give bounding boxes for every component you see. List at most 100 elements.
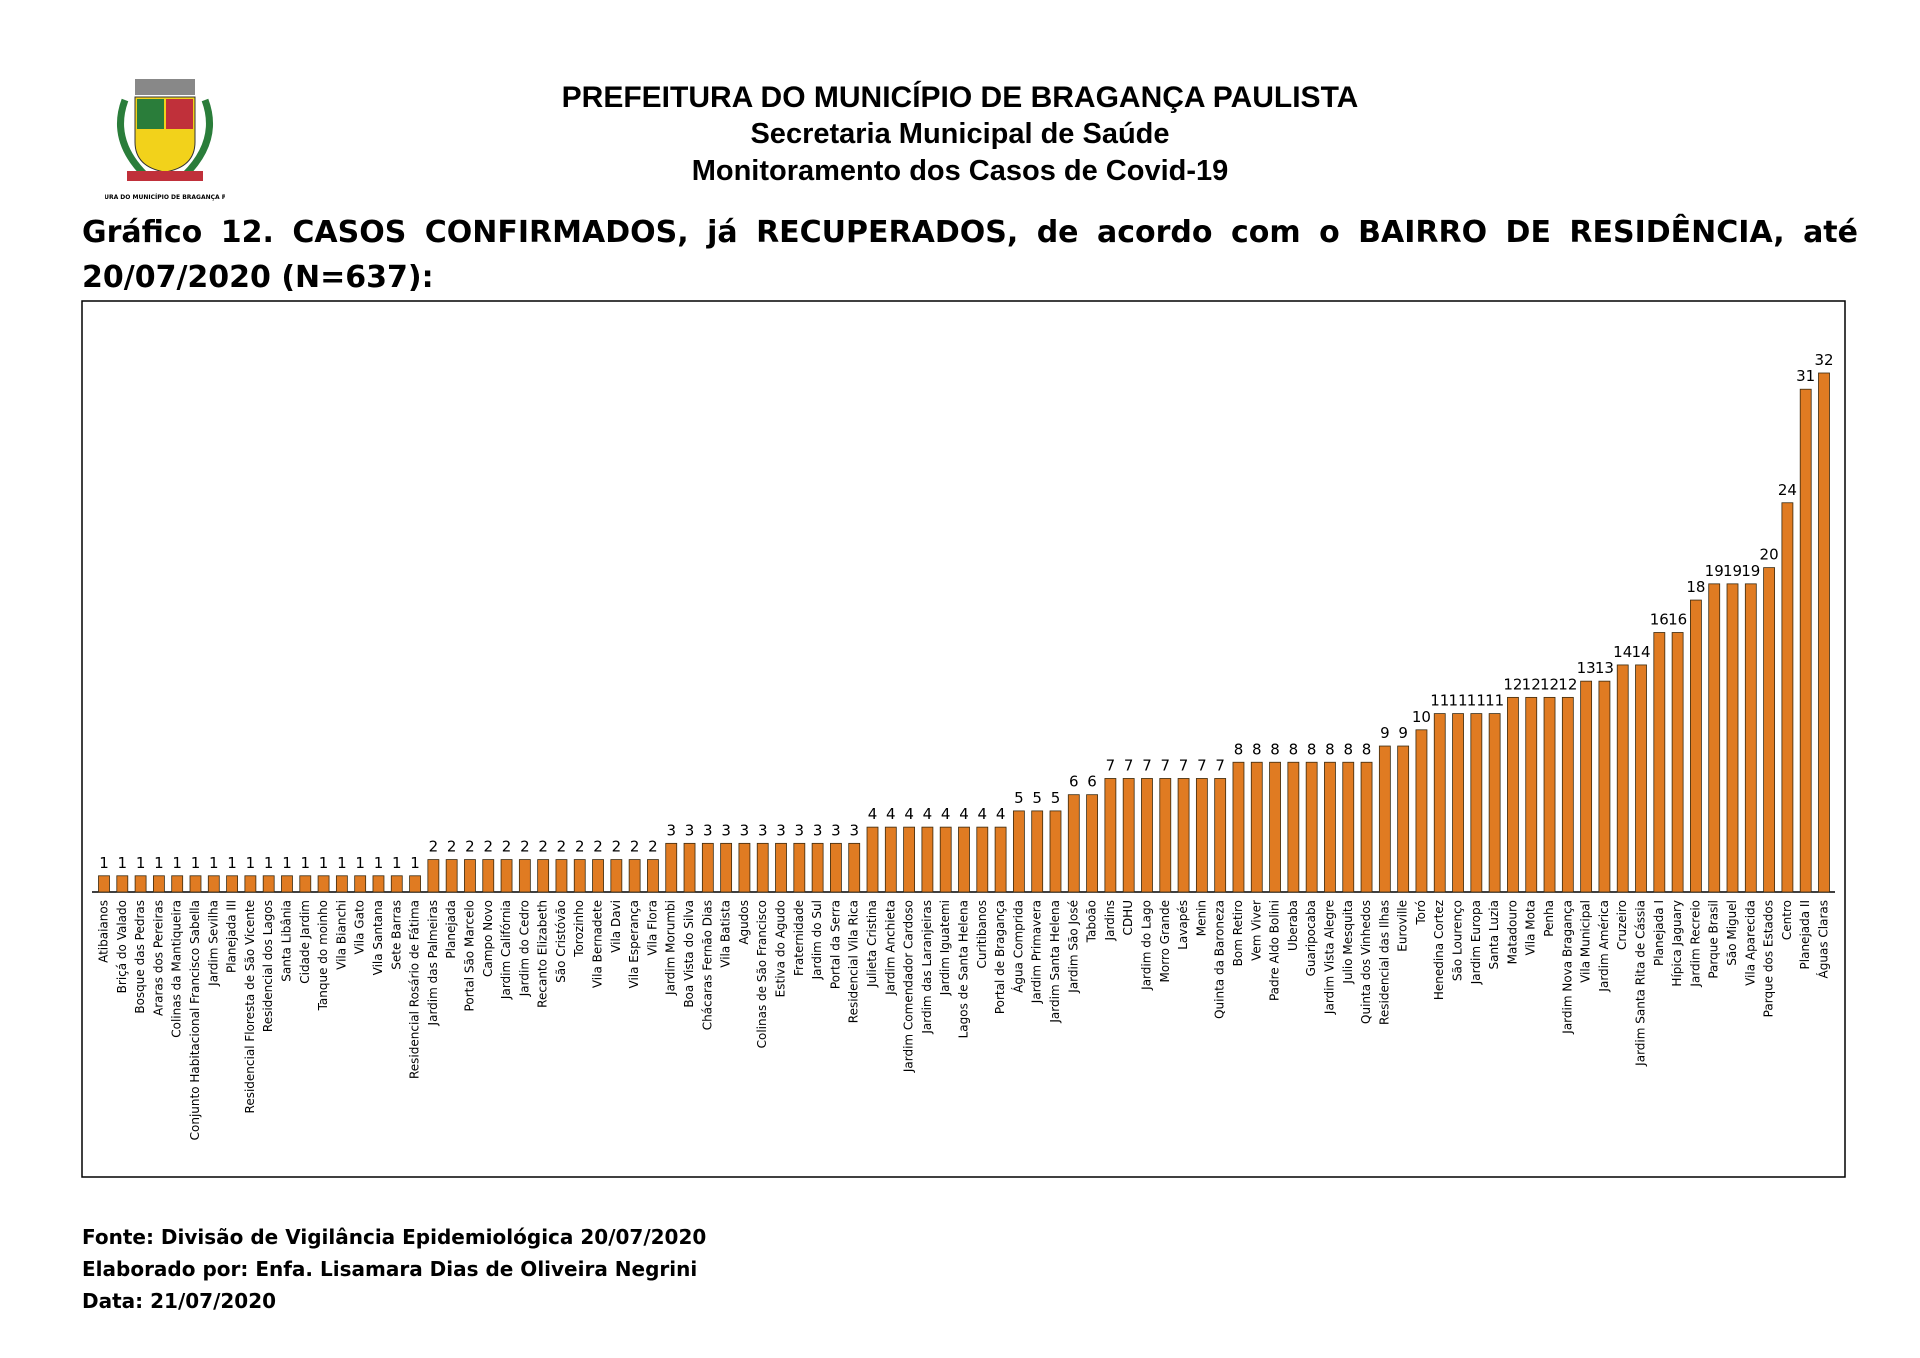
- bar: [1159, 778, 1172, 893]
- value-label: 2: [520, 838, 530, 856]
- value-label: 9: [1398, 724, 1408, 742]
- bar: [537, 859, 550, 893]
- footer-line: Fonte: Divisão de Vigilância Epidemiológ…: [82, 1225, 707, 1249]
- x-tick-label: Boa Vista do Silva: [682, 900, 696, 1008]
- bar: [1287, 761, 1300, 893]
- value-label: 1: [337, 854, 347, 872]
- x-tick-label: Cidade Jardim: [298, 900, 312, 984]
- value-label: 8: [1270, 740, 1280, 758]
- x-tick-label: Vila Bernadete: [591, 900, 605, 988]
- bar: [756, 842, 769, 893]
- bar: [866, 826, 879, 893]
- bar: [1415, 729, 1428, 893]
- value-label: 3: [831, 821, 841, 839]
- value-label: 16: [1668, 611, 1687, 629]
- value-label: 20: [1760, 546, 1779, 564]
- value-label: 1: [264, 854, 274, 872]
- value-label: 2: [575, 838, 585, 856]
- x-tick-label: Taboão: [1085, 900, 1099, 943]
- value-label: 1: [410, 854, 420, 872]
- bar: [207, 875, 220, 893]
- x-tick-label: Recanto Elizabeth: [536, 900, 550, 1008]
- x-tick-label: Santa Luzia: [1487, 900, 1501, 970]
- x-tick-label: Conjunto Habitacional Francisco Sabella: [188, 900, 202, 1140]
- bar: [1378, 745, 1391, 893]
- x-tick-label: Portal da Serra: [828, 900, 842, 989]
- header-line: Monitoramento dos Casos de Covid-19: [691, 155, 1229, 187]
- bar: [647, 859, 659, 893]
- value-label: 8: [1234, 740, 1244, 758]
- x-tick-label: Tanque do moinho: [316, 900, 330, 1011]
- value-label: 1: [392, 854, 402, 872]
- x-tick-label: Vila Davi: [609, 900, 623, 953]
- x-tick-label: Águas Claras: [1816, 900, 1831, 978]
- x-tick-label: Parque dos Estados: [1762, 900, 1776, 1017]
- value-label: 3: [721, 821, 731, 839]
- logo-caption: PREFEITURA DO MUNICÍPIO DE BRAGANÇA PAUL…: [105, 193, 225, 201]
- bar: [1598, 680, 1611, 893]
- value-label: 19: [1723, 562, 1742, 580]
- bar: [1690, 599, 1702, 893]
- value-label: 3: [758, 821, 768, 839]
- value-label: 7: [1179, 756, 1189, 774]
- bar: [884, 826, 897, 893]
- value-label: 3: [849, 821, 859, 839]
- bar: [1122, 778, 1135, 893]
- value-label: 7: [1215, 756, 1225, 774]
- value-label: 3: [740, 821, 750, 839]
- value-label: 2: [429, 838, 439, 856]
- x-tick-label: Toró: [1414, 900, 1428, 926]
- bar: [610, 859, 623, 893]
- bar: [1708, 583, 1721, 893]
- bar: [262, 875, 275, 893]
- value-label: 7: [1106, 756, 1116, 774]
- bar: [390, 875, 403, 893]
- value-label: 5: [1032, 789, 1042, 807]
- bar: [1031, 810, 1044, 893]
- bar: [1324, 761, 1336, 893]
- bar: [464, 859, 476, 893]
- value-label: 12: [1558, 675, 1577, 693]
- bar: [152, 875, 165, 893]
- value-label: 12: [1540, 675, 1559, 693]
- value-label: 7: [1197, 756, 1207, 774]
- x-tick-label: CDHU: [1121, 900, 1135, 935]
- value-label: 11: [1430, 692, 1449, 710]
- value-label: 8: [1343, 740, 1353, 758]
- bar: [1232, 761, 1245, 893]
- bar: [1214, 778, 1227, 893]
- header-line: Secretaria Municipal de Saúde: [750, 118, 1170, 150]
- value-label: 18: [1686, 578, 1705, 596]
- bar: [1397, 745, 1410, 893]
- bar: [1525, 696, 1538, 893]
- x-tick-label: Jardim Nova Bragança: [1560, 900, 1574, 1035]
- bar: [903, 826, 916, 893]
- bar: [500, 859, 513, 893]
- x-tick-label: Estiva do Agudo: [774, 900, 788, 997]
- bar: [811, 842, 824, 893]
- bar: [1177, 778, 1190, 893]
- x-tick-label: Planejada III: [225, 900, 239, 973]
- value-label: 8: [1252, 740, 1262, 758]
- x-tick-label: Penha: [1542, 900, 1556, 937]
- bar: [848, 842, 861, 893]
- bar: [1507, 696, 1519, 893]
- bar: [1763, 567, 1776, 893]
- value-label: 1: [301, 854, 311, 872]
- bar: [939, 826, 952, 893]
- bar: [372, 875, 385, 893]
- x-tick-label: Residencial Floresta de São Vicente: [243, 900, 257, 1113]
- value-label: 5: [1051, 789, 1061, 807]
- logo-banner: [127, 171, 203, 181]
- value-label: 14: [1613, 643, 1632, 661]
- bar: [592, 859, 604, 893]
- x-tick-label: Jardim Santa Helena: [1048, 900, 1062, 1024]
- value-label: 11: [1467, 692, 1486, 710]
- x-tick-label: Torozinho: [572, 900, 586, 958]
- bar: [830, 842, 842, 893]
- value-label: 6: [1069, 773, 1079, 791]
- x-tick-label: Residencial Vila Rica: [847, 900, 861, 1023]
- x-tick-label: Morro Grande: [1158, 900, 1172, 982]
- value-label: 2: [593, 838, 603, 856]
- bar: [1141, 778, 1153, 893]
